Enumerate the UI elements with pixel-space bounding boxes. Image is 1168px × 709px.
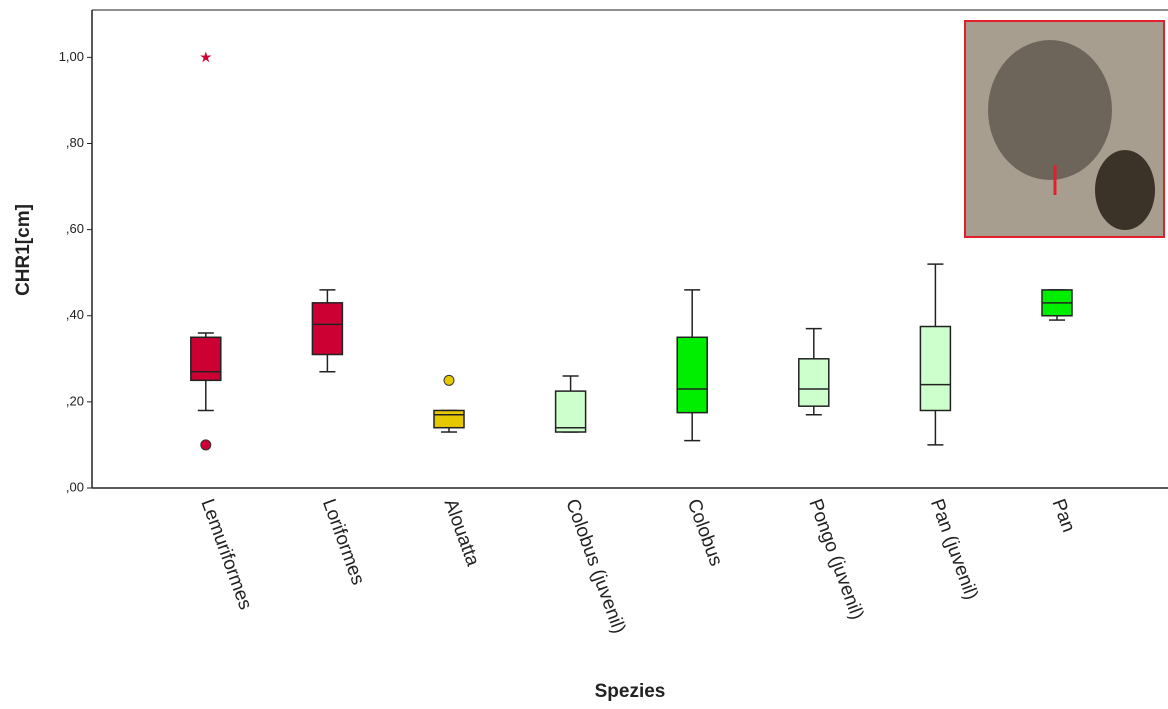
extreme — [200, 51, 211, 62]
y-tick-label: ,00 — [66, 479, 84, 494]
x-tick-label: Alouatta — [440, 496, 484, 569]
x-tick-label: Pan (juvenil) — [926, 496, 982, 602]
x-tick-label: Colobus — [683, 496, 727, 569]
chart: Spezies CHR1[cm] ,00 ,20 ,40 ,60 ,80 1,00 Lemu… — [0, 0, 1168, 709]
box — [434, 410, 464, 427]
box — [677, 337, 707, 412]
outlier — [444, 375, 454, 385]
y-tick-label: 1,00 — [59, 49, 84, 64]
box — [556, 391, 586, 432]
x-tick-label: Pan — [1048, 496, 1079, 535]
box — [799, 359, 829, 406]
inset-nasal — [1095, 150, 1155, 230]
y-tick-label: ,80 — [66, 135, 84, 150]
inset-orbit — [988, 40, 1112, 180]
y-tick-label: ,60 — [66, 221, 84, 236]
outlier — [201, 440, 211, 450]
box — [312, 303, 342, 355]
x-tick-label: Colobus (juvenil) — [561, 496, 629, 636]
x-tick-label: Loriformes — [318, 496, 368, 588]
box — [191, 337, 221, 380]
y-tick-label: ,20 — [66, 393, 84, 408]
y-tick-label: ,40 — [66, 307, 84, 322]
x-tick-label: Lemuriformes — [196, 496, 255, 612]
y-axis-title: CHR1[cm] — [13, 204, 34, 296]
x-tick-label: Pongo (juvenil) — [804, 496, 867, 622]
x-axis-title: Spezies — [595, 681, 666, 702]
box — [920, 327, 950, 411]
